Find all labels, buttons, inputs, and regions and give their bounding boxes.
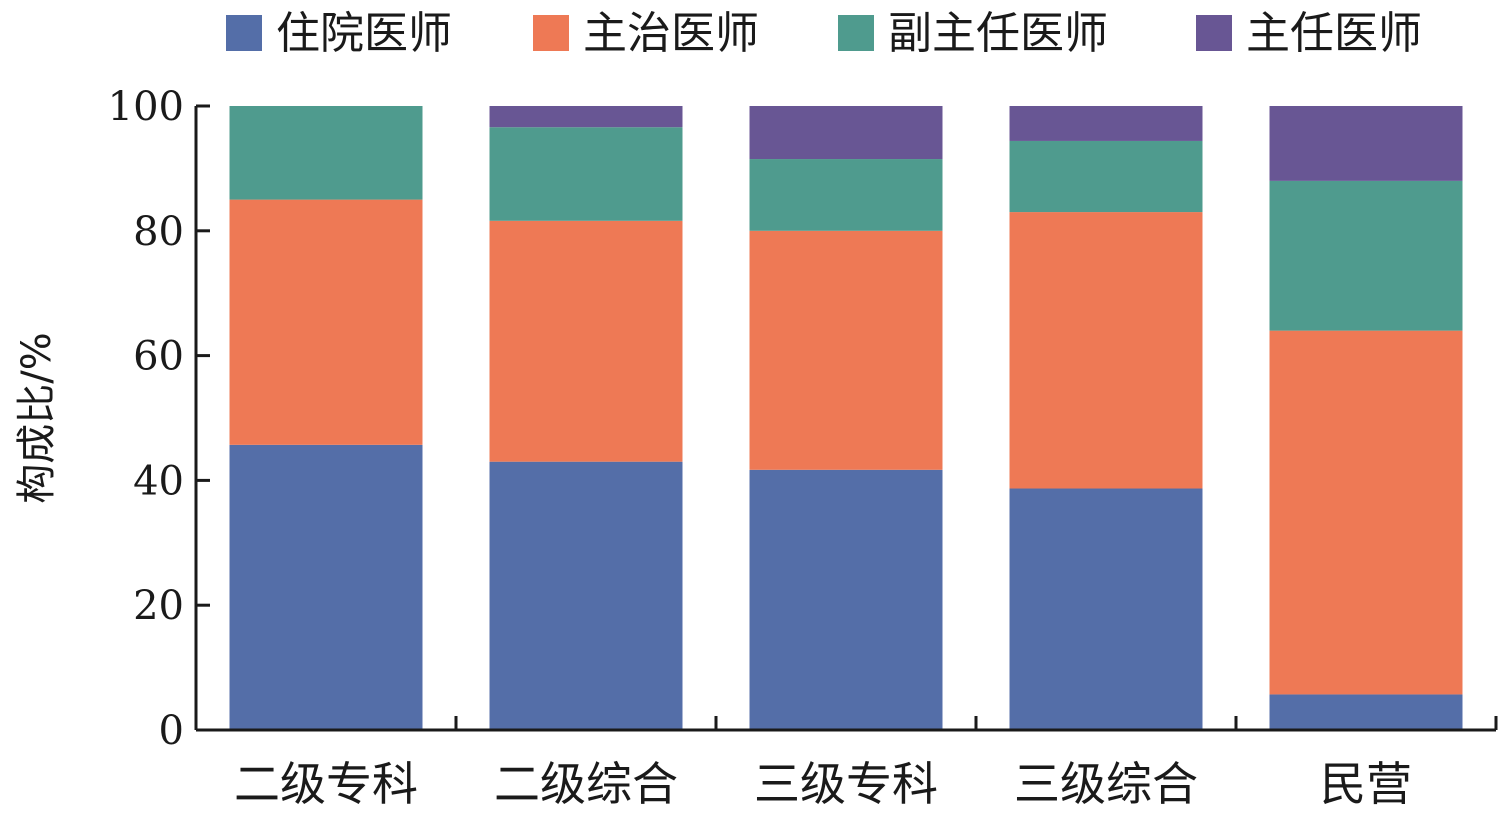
legend-item: 主治医师 xyxy=(533,8,759,59)
y-tick-label: 80 xyxy=(133,209,184,255)
bar-segment xyxy=(749,159,943,231)
bar-segment xyxy=(1009,140,1203,213)
bar-group xyxy=(749,106,943,730)
legend-label: 主治医师 xyxy=(583,8,759,59)
bar-group xyxy=(1009,106,1203,730)
legend-swatch xyxy=(838,15,874,51)
x-category-label: 二级综合 xyxy=(494,757,678,811)
legend: 住院医师 主治医师 副主任医师 主任医师 xyxy=(226,8,1422,59)
legend-swatch xyxy=(533,15,569,51)
y-tick-label: 0 xyxy=(159,708,184,754)
legend-item: 副主任医师 xyxy=(838,8,1108,59)
bar-segment xyxy=(1269,180,1463,331)
bar-segment xyxy=(489,461,683,730)
x-category-label: 二级专科 xyxy=(234,757,418,811)
x-category-label: 三级专科 xyxy=(754,757,938,811)
bar-segment xyxy=(489,220,683,462)
bar-segment xyxy=(489,106,683,128)
legend-item: 主任医师 xyxy=(1196,8,1422,59)
bar-segment xyxy=(1009,488,1203,730)
y-tick-label: 40 xyxy=(133,458,184,504)
y-tick-label: 60 xyxy=(133,334,184,380)
bar-segment xyxy=(229,199,423,445)
bar-segment xyxy=(1009,106,1203,141)
bar-segment xyxy=(1009,212,1203,489)
bars xyxy=(229,106,1463,730)
bar-segment xyxy=(749,230,943,470)
legend-label: 主任医师 xyxy=(1246,8,1422,59)
bar-segment xyxy=(489,127,683,221)
legend-swatch xyxy=(226,15,262,51)
bar-segment xyxy=(749,106,943,160)
bar-segment xyxy=(229,106,423,200)
x-category-label: 三级综合 xyxy=(1014,757,1198,811)
bar-segment xyxy=(1269,694,1463,730)
bar-segment xyxy=(229,444,423,730)
y-tick-label: 100 xyxy=(108,84,184,130)
x-category-label: 民营 xyxy=(1320,757,1412,811)
bar-segment xyxy=(749,469,943,730)
bar-segment xyxy=(1269,330,1463,695)
legend-swatch xyxy=(1196,15,1232,51)
bar-segment xyxy=(1269,106,1463,181)
legend-label: 住院医师 xyxy=(276,8,452,59)
y-tick-label: 20 xyxy=(133,583,184,629)
axes xyxy=(194,106,1496,732)
legend-label: 副主任医师 xyxy=(888,8,1108,59)
y-ticks: 0 20 40 60 80 100 xyxy=(108,84,210,754)
bar-group xyxy=(229,106,423,730)
bar-group xyxy=(1269,106,1463,730)
y-axis-label: 构成比/% xyxy=(14,332,60,503)
legend-item: 住院医师 xyxy=(226,8,452,59)
x-ticks: 二级专科 二级综合 三级专科 三级综合 民营 xyxy=(234,716,1498,811)
bar-group xyxy=(489,106,683,730)
